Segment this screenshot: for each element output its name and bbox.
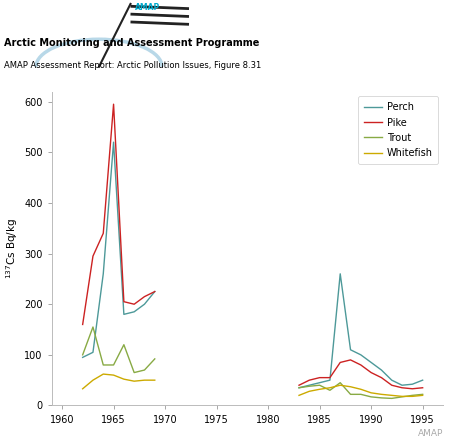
Whitefish (317, 387, 322, 392)
Perch (296, 385, 302, 390)
Line: Whitefish: Whitefish (299, 385, 423, 396)
Perch (420, 378, 425, 383)
Pike (420, 385, 425, 390)
Whitefish (420, 393, 425, 398)
Perch (317, 380, 322, 385)
Trout (369, 394, 374, 399)
Line: Pike: Pike (299, 360, 423, 389)
Line: Trout: Trout (299, 383, 423, 399)
Text: Arctic Monitoring and Assessment Programme: Arctic Monitoring and Assessment Program… (4, 37, 260, 48)
Pike (296, 383, 302, 388)
Whitefish (399, 394, 405, 399)
Perch (399, 383, 405, 388)
Pike (348, 357, 353, 362)
Perch (358, 352, 364, 358)
Pike (358, 362, 364, 368)
Perch (410, 382, 415, 387)
Perch (338, 271, 343, 276)
Pike (306, 378, 312, 383)
Whitefish (389, 393, 395, 398)
Whitefish (296, 393, 302, 398)
Whitefish (306, 388, 312, 394)
Pike (338, 360, 343, 365)
Line: Perch: Perch (299, 274, 423, 388)
Pike (369, 370, 374, 375)
Trout (317, 383, 322, 388)
Perch (369, 360, 374, 365)
Text: AMAP: AMAP (418, 429, 443, 436)
Pike (410, 386, 415, 392)
Whitefish (379, 392, 384, 397)
Perch (327, 378, 333, 383)
Pike (317, 375, 322, 380)
Pike (399, 385, 405, 390)
Trout (389, 396, 395, 401)
Trout (358, 392, 364, 397)
Trout (306, 384, 312, 389)
Trout (379, 395, 384, 401)
Pike (389, 383, 395, 388)
Trout (420, 392, 425, 397)
Whitefish (348, 384, 353, 389)
Trout (296, 385, 302, 390)
Pike (379, 375, 384, 380)
Trout (399, 394, 405, 399)
Trout (348, 392, 353, 397)
Text: AMAP Assessment Report: Arctic Pollution Issues, Figure 8.31: AMAP Assessment Report: Arctic Pollution… (4, 61, 262, 70)
Whitefish (358, 387, 364, 392)
Text: AMAP: AMAP (135, 3, 160, 12)
Trout (410, 393, 415, 398)
Perch (348, 347, 353, 352)
Y-axis label: $^{137}$Cs Bq/kg: $^{137}$Cs Bq/kg (4, 218, 20, 279)
Whitefish (327, 385, 333, 390)
Whitefish (410, 394, 415, 399)
Pike (327, 375, 333, 380)
Whitefish (338, 383, 343, 388)
Whitefish (369, 390, 374, 395)
Trout (327, 388, 333, 393)
Perch (306, 383, 312, 388)
Trout (338, 380, 343, 385)
Legend: Perch, Pike, Trout, Whitefish: Perch, Pike, Trout, Whitefish (358, 96, 438, 164)
Perch (379, 368, 384, 373)
Perch (389, 378, 395, 383)
